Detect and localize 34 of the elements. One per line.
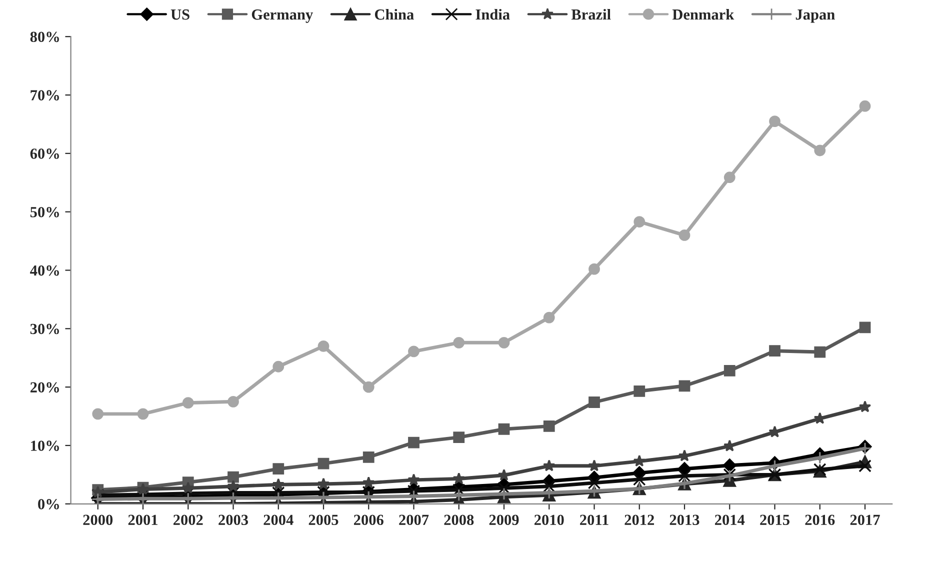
legend-label: Brazil [571,8,611,20]
x-tick-label: 2006 [354,514,384,526]
x-tick-label: 2002 [173,514,203,526]
x-tick-label: 2004 [264,514,294,526]
x-tick-label: 2003 [218,514,248,526]
y-tick-label: 30% [30,324,59,334]
y-tick-label: 0% [38,499,59,510]
x-tick-label: 2008 [444,514,474,526]
y-tick-label: 20% [30,382,59,393]
legend-label: Japan [796,10,835,23]
x-tick-label: 2000 [83,514,113,526]
y-tick-label: 60% [30,148,59,159]
legend-label: US [170,9,190,20]
x-tick-label: 2012 [624,514,654,526]
x-tick-label: 2011 [580,514,608,526]
y-tick-label: 80% [30,32,59,42]
x-tick-label: 2016 [805,514,835,526]
x-tick-label: 2014 [714,514,745,526]
x-tick-label: 2010 [534,514,564,526]
x-tick-label: 2017 [850,514,880,526]
legend-label: Germany [252,9,313,23]
x-tick-label: 2013 [670,514,700,526]
y-tick-label: 10% [31,440,59,451]
y-tick-label: 40% [30,265,59,276]
x-tick-label: 2009 [489,514,519,526]
y-tick-label: 70% [30,90,59,101]
legend-label: India [476,8,510,20]
y-tick-label: 50% [30,206,59,218]
legend-label: China [374,8,414,20]
x-tick-label: 2005 [308,514,338,526]
x-tick-label: 2001 [128,514,158,526]
legend-label: Denmark [672,8,734,20]
x-tick-label: 2007 [399,514,429,526]
x-tick-label: 2015 [760,514,790,526]
